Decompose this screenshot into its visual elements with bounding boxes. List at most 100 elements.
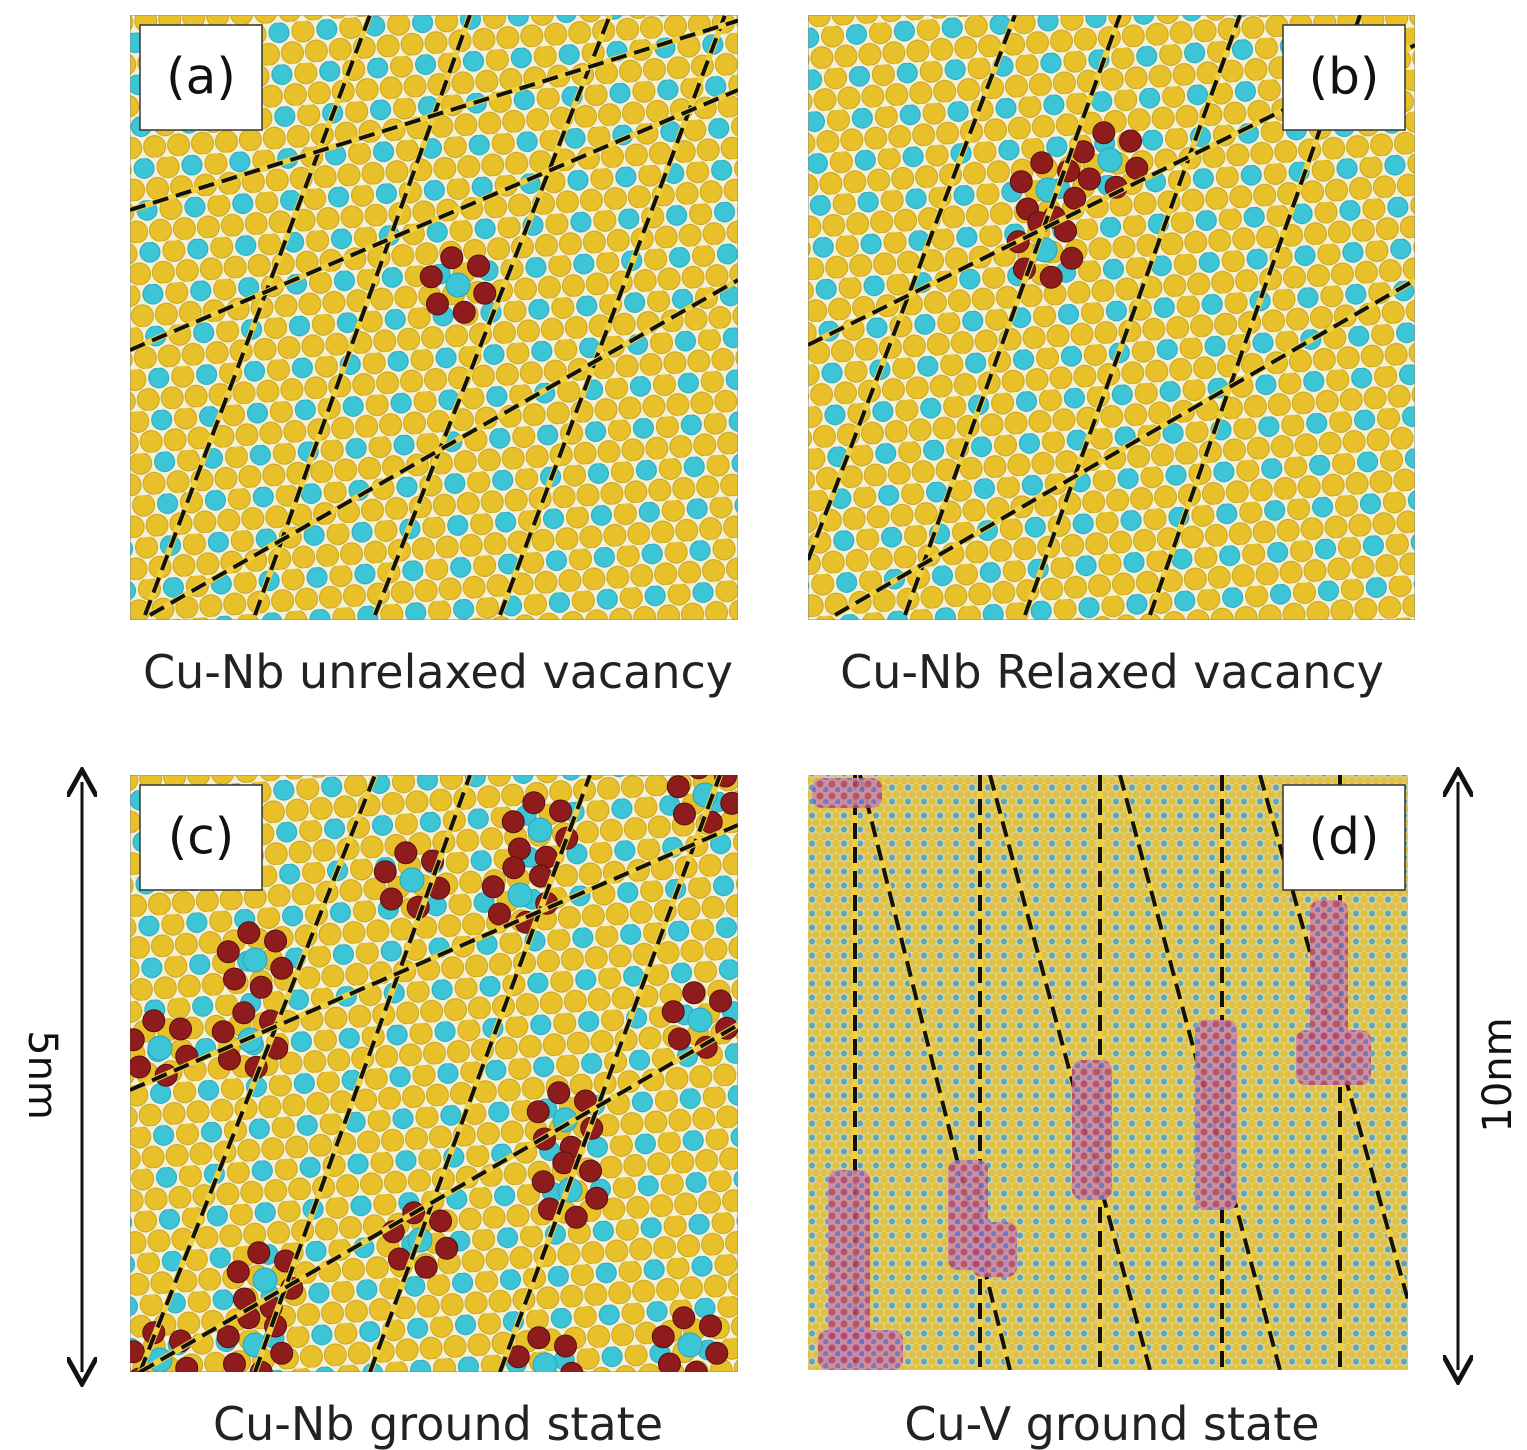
label-box-d: (d) xyxy=(1283,785,1405,890)
atom xyxy=(233,1002,255,1024)
caption: Cu-V ground state xyxy=(904,1397,1319,1450)
atom xyxy=(561,1362,583,1384)
atom xyxy=(1098,148,1122,172)
atom xyxy=(1064,187,1086,209)
atom xyxy=(548,1082,570,1104)
atom xyxy=(400,868,424,892)
atom xyxy=(503,857,525,879)
atom xyxy=(667,776,689,798)
atom xyxy=(250,1361,272,1383)
atom xyxy=(513,1373,535,1395)
panel-label: (a) xyxy=(166,48,236,106)
atom xyxy=(673,1307,695,1329)
atom xyxy=(673,803,695,825)
atom xyxy=(700,1315,722,1337)
atom xyxy=(658,1353,680,1375)
atom xyxy=(265,930,287,952)
atom xyxy=(426,293,448,315)
atom xyxy=(580,1160,602,1182)
atom xyxy=(248,1242,270,1264)
atom xyxy=(1061,247,1083,269)
atom xyxy=(148,1036,172,1060)
atom xyxy=(1093,122,1115,144)
atom xyxy=(176,1357,198,1379)
atom xyxy=(217,1326,239,1348)
atom xyxy=(212,1021,234,1043)
cluster xyxy=(972,1222,1017,1277)
label-box-c: (c) xyxy=(140,785,262,890)
panel-label: (c) xyxy=(168,808,235,866)
atom xyxy=(441,247,463,269)
atom xyxy=(706,1342,728,1364)
atom xyxy=(710,990,732,1012)
atom xyxy=(122,1341,144,1363)
atom xyxy=(1010,171,1032,193)
atom xyxy=(565,1206,587,1228)
atom xyxy=(555,1335,577,1357)
atom xyxy=(668,1028,690,1050)
atom xyxy=(502,811,524,833)
atom xyxy=(468,255,490,277)
atom xyxy=(685,1361,707,1383)
cluster xyxy=(1195,1020,1237,1210)
atom xyxy=(528,1327,550,1349)
atom xyxy=(227,1261,249,1283)
caption: Cu-Nb ground state xyxy=(213,1397,663,1450)
atom xyxy=(253,1268,277,1292)
atom xyxy=(1031,152,1053,174)
atom xyxy=(223,1353,245,1375)
atom xyxy=(271,1342,293,1364)
cluster xyxy=(812,778,882,808)
atom xyxy=(430,1210,452,1232)
atom xyxy=(688,1008,712,1032)
atom xyxy=(271,957,293,979)
atom xyxy=(508,883,532,907)
atom xyxy=(1078,168,1100,190)
cluster xyxy=(1296,1030,1371,1085)
label-box-b: (b) xyxy=(1283,25,1405,130)
atom xyxy=(586,1187,608,1209)
atom xyxy=(527,1101,549,1123)
atom xyxy=(238,922,260,944)
atom xyxy=(170,1018,192,1040)
atom xyxy=(528,818,552,842)
atom xyxy=(155,1376,177,1398)
cluster xyxy=(1072,1060,1112,1200)
atom xyxy=(488,903,510,925)
atom xyxy=(143,1010,165,1032)
caption: Cu-Nb Relaxed vacancy xyxy=(840,645,1384,699)
atom xyxy=(453,301,475,323)
page: (a) (b) (c) (d) Cu-Nb unrelaxed vacancy … xyxy=(0,0,1527,1450)
scale-label: 10nm xyxy=(1475,1017,1521,1132)
atom xyxy=(395,842,417,864)
atom xyxy=(415,1256,437,1278)
atom xyxy=(683,982,705,1004)
cluster xyxy=(1310,900,1348,1050)
panel-label: (b) xyxy=(1309,48,1380,106)
atom xyxy=(678,1333,702,1357)
panel-label: (d) xyxy=(1309,808,1380,866)
figure: (a) (b) (c) (d) Cu-Nb unrelaxed vacancy … xyxy=(0,0,1527,1450)
atom xyxy=(374,861,396,883)
atom xyxy=(250,976,272,998)
atom xyxy=(1040,266,1062,288)
atom xyxy=(1120,130,1142,152)
cluster xyxy=(818,1330,903,1370)
atom xyxy=(436,1237,458,1259)
atom xyxy=(420,266,442,288)
atom xyxy=(223,968,245,990)
caption: Cu-Nb unrelaxed vacancy xyxy=(143,645,733,699)
atom xyxy=(482,876,504,898)
atom xyxy=(523,792,545,814)
scale-label: 5nm xyxy=(19,1030,65,1120)
atom xyxy=(380,888,402,910)
atom xyxy=(474,282,496,304)
atom xyxy=(128,1056,150,1078)
atom xyxy=(533,1353,557,1377)
atom xyxy=(652,1326,674,1348)
atom xyxy=(688,757,710,779)
atom xyxy=(662,1001,684,1023)
atom xyxy=(550,800,572,822)
atom xyxy=(446,273,470,297)
atom xyxy=(721,792,743,814)
